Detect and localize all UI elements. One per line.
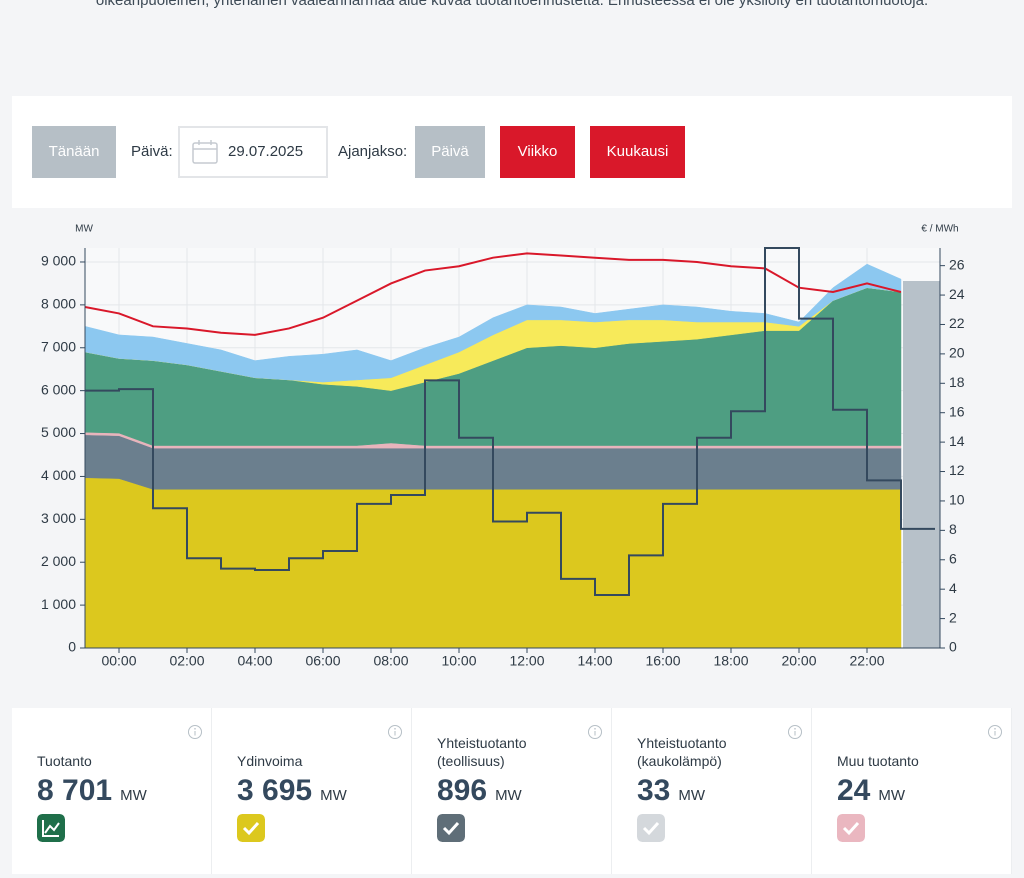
y-tick-label: 5 000	[41, 424, 76, 440]
card-unit: MW	[120, 787, 147, 804]
cards-row	[12, 854, 1012, 874]
info-icon[interactable]	[587, 724, 603, 740]
y2-tick-label: 12	[949, 462, 965, 478]
info-icon[interactable]	[187, 724, 203, 740]
period-button[interactable]: Kuukausi	[590, 126, 685, 178]
y-tick-label: 0	[68, 639, 76, 655]
x-tick-label: 12:00	[509, 653, 544, 669]
step-line	[85, 247, 935, 597]
y-tick-label: 7 000	[41, 338, 76, 354]
card-value: 896	[437, 774, 488, 807]
card-icon	[37, 814, 65, 842]
date-value: 29.07.2025	[228, 143, 304, 160]
card-unit: MW	[678, 787, 706, 804]
x-tick-label: 16:00	[645, 653, 680, 669]
intro-text: oikeanpuoleinen, yhtenäinen vaaleanharma…	[95, 0, 929, 9]
period-button[interactable]: Viikko	[500, 126, 575, 178]
card-unit: MW	[320, 787, 347, 804]
date-input[interactable]: 29.07.2025	[178, 126, 328, 178]
card-label: Yhteistuotanto (teollisuus)	[437, 735, 527, 769]
y-tick-label: 3 000	[41, 510, 76, 526]
y2-tick-label: 10	[949, 492, 965, 508]
card-value: 24	[837, 774, 871, 807]
card-icon	[637, 814, 665, 842]
y2-tick-label: 16	[949, 403, 965, 419]
card-unit: MW	[495, 787, 522, 804]
x-tick-label: 04:00	[237, 653, 272, 669]
x-tick-label: 22:00	[849, 653, 884, 669]
y2-tick-label: 26	[949, 256, 965, 272]
card-label: Muu tuotanto	[837, 753, 919, 769]
x-tick-label: 08:00	[373, 653, 408, 669]
stat-card: Muu tuotanto 24 MW	[812, 708, 1012, 854]
stat-card: Yhteistuotanto (kaukolämpö) 33 MW	[612, 708, 812, 854]
y-tick-label: 2 000	[41, 553, 76, 569]
info-icon[interactable]	[987, 724, 1003, 740]
y2-tick-label: 4	[949, 580, 957, 596]
info-icon[interactable]	[387, 724, 403, 740]
card-value: 8 701	[37, 774, 113, 807]
cards: Tuotanto 8 701 MW Ydinvoima 3 695 MW Yhtei…	[12, 708, 1012, 878]
y2-tick-label: 20	[949, 345, 965, 361]
stat-card: Yhteistuotanto (teollisuus) 896 MW	[412, 708, 612, 854]
chart: MW € / MWh 00:00 02:00 04:00 06:00 08:00 10:0…	[41, 224, 965, 669]
y2-tick-label: 24	[949, 286, 965, 302]
y2-tick-label: 18	[949, 374, 965, 390]
y-tick-label: 1 000	[41, 596, 76, 612]
y-tick-label: 6 000	[41, 381, 76, 397]
y2-tick-label: 0	[949, 639, 957, 655]
card-label: Ydinvoima	[237, 753, 303, 769]
x-tick-label: 06:00	[305, 653, 340, 669]
y2-tick-label: 2	[949, 609, 957, 625]
y-tick-label: 8 000	[41, 296, 76, 312]
card-icon	[437, 814, 465, 842]
calendar-icon	[192, 140, 218, 164]
card-value: 33	[637, 774, 671, 807]
y-tick-label: 9 000	[41, 253, 76, 269]
x-tick-label: 20:00	[781, 653, 816, 669]
controls: Tänään Päivä: 29.07.2025 Ajanjakso: Päiv…	[12, 96, 1012, 208]
card-label: Yhteistuotanto (kaukolämpö)	[637, 735, 727, 769]
info-icon[interactable]	[787, 724, 803, 740]
x-tick-label: 00:00	[101, 653, 136, 669]
date-label: Päivä:	[131, 143, 173, 160]
y2-unit: € / MWh	[921, 224, 958, 235]
x-tick-label: 18:00	[713, 653, 748, 669]
card-icon	[837, 814, 865, 842]
y-tick-label: 4 000	[41, 467, 76, 483]
card-value: 3 695	[237, 774, 313, 807]
y-unit: MW	[75, 224, 93, 235]
y2-tick-label: 14	[949, 433, 965, 449]
x-tick-label: 14:00	[577, 653, 612, 669]
stat-card: Tuotanto 8 701 MW	[12, 708, 212, 854]
x-tick-label: 10:00	[441, 653, 476, 669]
card-unit: MW	[878, 787, 906, 804]
stat-card: Ydinvoima 3 695 MW	[212, 708, 412, 854]
x-tick-label: 02:00	[169, 653, 204, 669]
forecast-area	[903, 281, 940, 648]
card-icon	[237, 814, 265, 842]
period-button[interactable]: Päivä	[415, 126, 485, 178]
y2-tick-label: 22	[949, 315, 965, 331]
y2-tick-label: 8	[949, 521, 957, 537]
card-label: Tuotanto	[37, 753, 92, 769]
today-button[interactable]: Tänään	[32, 126, 116, 178]
y2-tick-label: 6	[949, 550, 957, 566]
period-label: Ajanjakso:	[338, 143, 408, 160]
